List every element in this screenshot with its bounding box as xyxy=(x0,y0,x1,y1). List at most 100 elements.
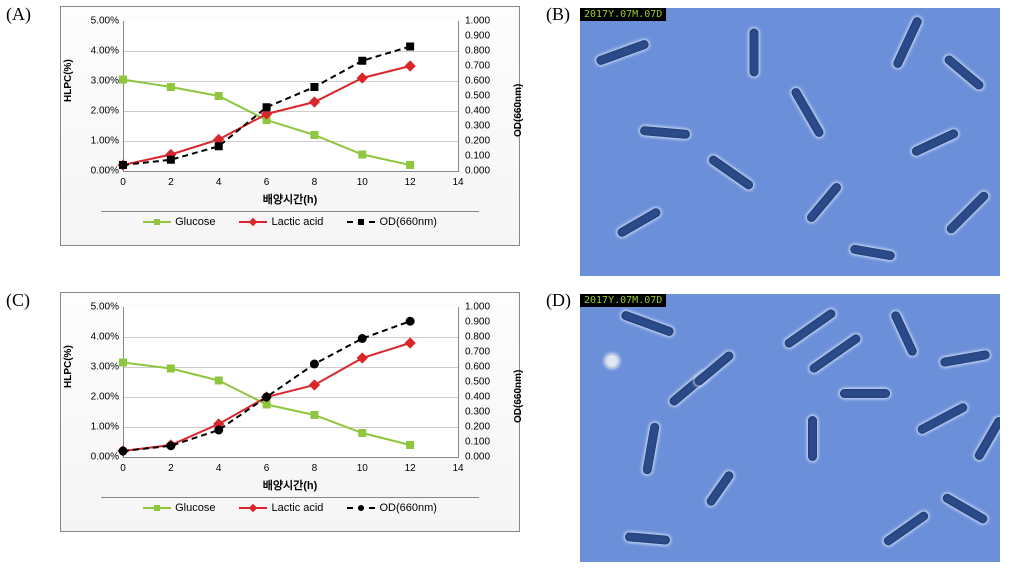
y2-tick: 0.200 xyxy=(465,422,505,433)
y2-tick: 0.400 xyxy=(465,392,505,403)
panel-label-b: (B) xyxy=(546,4,570,25)
glucose-series-marker xyxy=(310,411,318,419)
bacteria-rod xyxy=(943,54,986,92)
legend-label: OD(660nm) xyxy=(379,502,436,514)
panel-label-c: (C) xyxy=(6,290,30,311)
legend-item: OD(660nm) xyxy=(347,216,436,228)
panel-label-d: (D) xyxy=(546,290,571,311)
y-tick: 2.00% xyxy=(79,392,119,403)
lactic-series-marker xyxy=(404,337,415,348)
x-tick: 10 xyxy=(357,463,368,474)
x-tick: 8 xyxy=(312,177,318,188)
bacteria-rod xyxy=(642,422,660,475)
timestamp: 2017Y.07M.07D xyxy=(580,8,666,21)
y2-tick: 0.000 xyxy=(465,166,505,177)
y-tick: 0.00% xyxy=(79,166,119,177)
x-tick: 0 xyxy=(120,177,126,188)
bacteria-rod xyxy=(941,492,989,525)
x-tick: 4 xyxy=(216,463,222,474)
od-series-marker xyxy=(310,83,318,91)
y2-tick: 0.200 xyxy=(465,136,505,147)
x-tick: 6 xyxy=(264,463,270,474)
y-tick: 4.00% xyxy=(79,332,119,343)
legend-item: Glucose xyxy=(143,502,215,514)
od-series-marker xyxy=(262,393,271,402)
bacteria-rod xyxy=(850,244,896,261)
od-series-marker xyxy=(167,156,175,164)
x-tick: 4 xyxy=(216,177,222,188)
y2-tick: 0.500 xyxy=(465,91,505,102)
x-tick: 8 xyxy=(312,463,318,474)
y2-tick: 0.900 xyxy=(465,317,505,328)
lactic-series-marker xyxy=(357,72,368,83)
chart-series xyxy=(123,21,458,171)
glucose-series-marker xyxy=(406,441,414,449)
od-series-marker xyxy=(358,57,366,65)
od-series-marker xyxy=(214,426,223,435)
y2-tick: 0.700 xyxy=(465,347,505,358)
x-tick: 14 xyxy=(452,177,463,188)
od-series-marker xyxy=(119,447,128,456)
glucose-series-marker xyxy=(167,83,175,91)
bacteria-rod xyxy=(620,310,675,337)
legend-label: Lactic acid xyxy=(271,216,323,228)
y-axis-label: HLPC(%) xyxy=(63,345,74,388)
x-tick: 14 xyxy=(452,463,463,474)
y2-tick: 0.300 xyxy=(465,121,505,132)
y2-tick: 0.500 xyxy=(465,377,505,388)
y-tick: 2.00% xyxy=(79,106,119,117)
bacteria-rod xyxy=(693,350,736,388)
bacteria-rod xyxy=(595,39,650,66)
glucose-series-marker xyxy=(406,161,414,169)
bacteria-rod xyxy=(616,207,662,239)
bacteria-rod xyxy=(790,86,825,138)
legend: Glucose Lactic acid OD(660nm) xyxy=(101,211,479,228)
chart-a: 0.00%1.00%2.00%3.00%4.00%5.00%0.0000.100… xyxy=(60,6,520,246)
panel-c: (C) 0.00%1.00%2.00%3.00%4.00%5.00%0.0000… xyxy=(0,286,540,573)
x-tick: 10 xyxy=(357,177,368,188)
micrograph-d: 2017Y.07M.07D xyxy=(580,294,1000,562)
lactic-series-marker xyxy=(309,96,320,107)
y2-tick: 0.800 xyxy=(465,46,505,57)
bacteria-rod xyxy=(910,128,959,157)
panel-d: (D) 2017Y.07M.07D xyxy=(540,286,1013,573)
x-tick: 2 xyxy=(168,463,174,474)
y-tick: 3.00% xyxy=(79,76,119,87)
x-axis-label: 배양시간(h) xyxy=(61,477,519,493)
legend-label: Glucose xyxy=(175,216,215,228)
x-tick: 12 xyxy=(405,463,416,474)
legend: GlucoseLactic acidOD(660nm) xyxy=(101,497,479,514)
y2-tick: 0.000 xyxy=(465,452,505,463)
bacteria-rod xyxy=(892,16,923,70)
bacteria-rod xyxy=(808,416,817,461)
od-series-marker xyxy=(263,103,271,111)
glucose-series-marker xyxy=(119,359,127,367)
timestamp: 2017Y.07M.07D xyxy=(580,294,666,307)
y2-tick: 0.100 xyxy=(465,151,505,162)
legend-label: OD(660nm) xyxy=(379,216,436,228)
x-axis-label: 배양시간(h) xyxy=(61,191,519,207)
y2-tick: 0.600 xyxy=(465,76,505,87)
bacteria-rod xyxy=(945,190,990,235)
x-tick: 6 xyxy=(264,177,270,188)
y2-tick: 1.000 xyxy=(465,302,505,313)
y2-tick: 0.100 xyxy=(465,437,505,448)
glucose-series-marker xyxy=(215,377,223,385)
bacteria-rod xyxy=(705,470,735,508)
y2-axis-label: OD(660nm) xyxy=(513,370,524,423)
bacteria-rod xyxy=(605,354,619,368)
bacteria-rod xyxy=(707,154,755,191)
x-tick: 12 xyxy=(405,177,416,188)
y-tick: 1.00% xyxy=(79,422,119,433)
y2-tick: 0.300 xyxy=(465,407,505,418)
x-tick: 2 xyxy=(168,177,174,188)
od-series-marker xyxy=(119,161,127,169)
glucose-series-marker xyxy=(119,76,127,84)
glucose-series-marker xyxy=(358,429,366,437)
y-tick: 1.00% xyxy=(79,136,119,147)
chart-c: 0.00%1.00%2.00%3.00%4.00%5.00%0.0000.100… xyxy=(60,292,520,532)
glucose-series-marker xyxy=(310,131,318,139)
y2-tick: 1.000 xyxy=(465,16,505,27)
panel-label-a: (A) xyxy=(6,4,31,25)
lactic-series-marker xyxy=(404,60,415,71)
